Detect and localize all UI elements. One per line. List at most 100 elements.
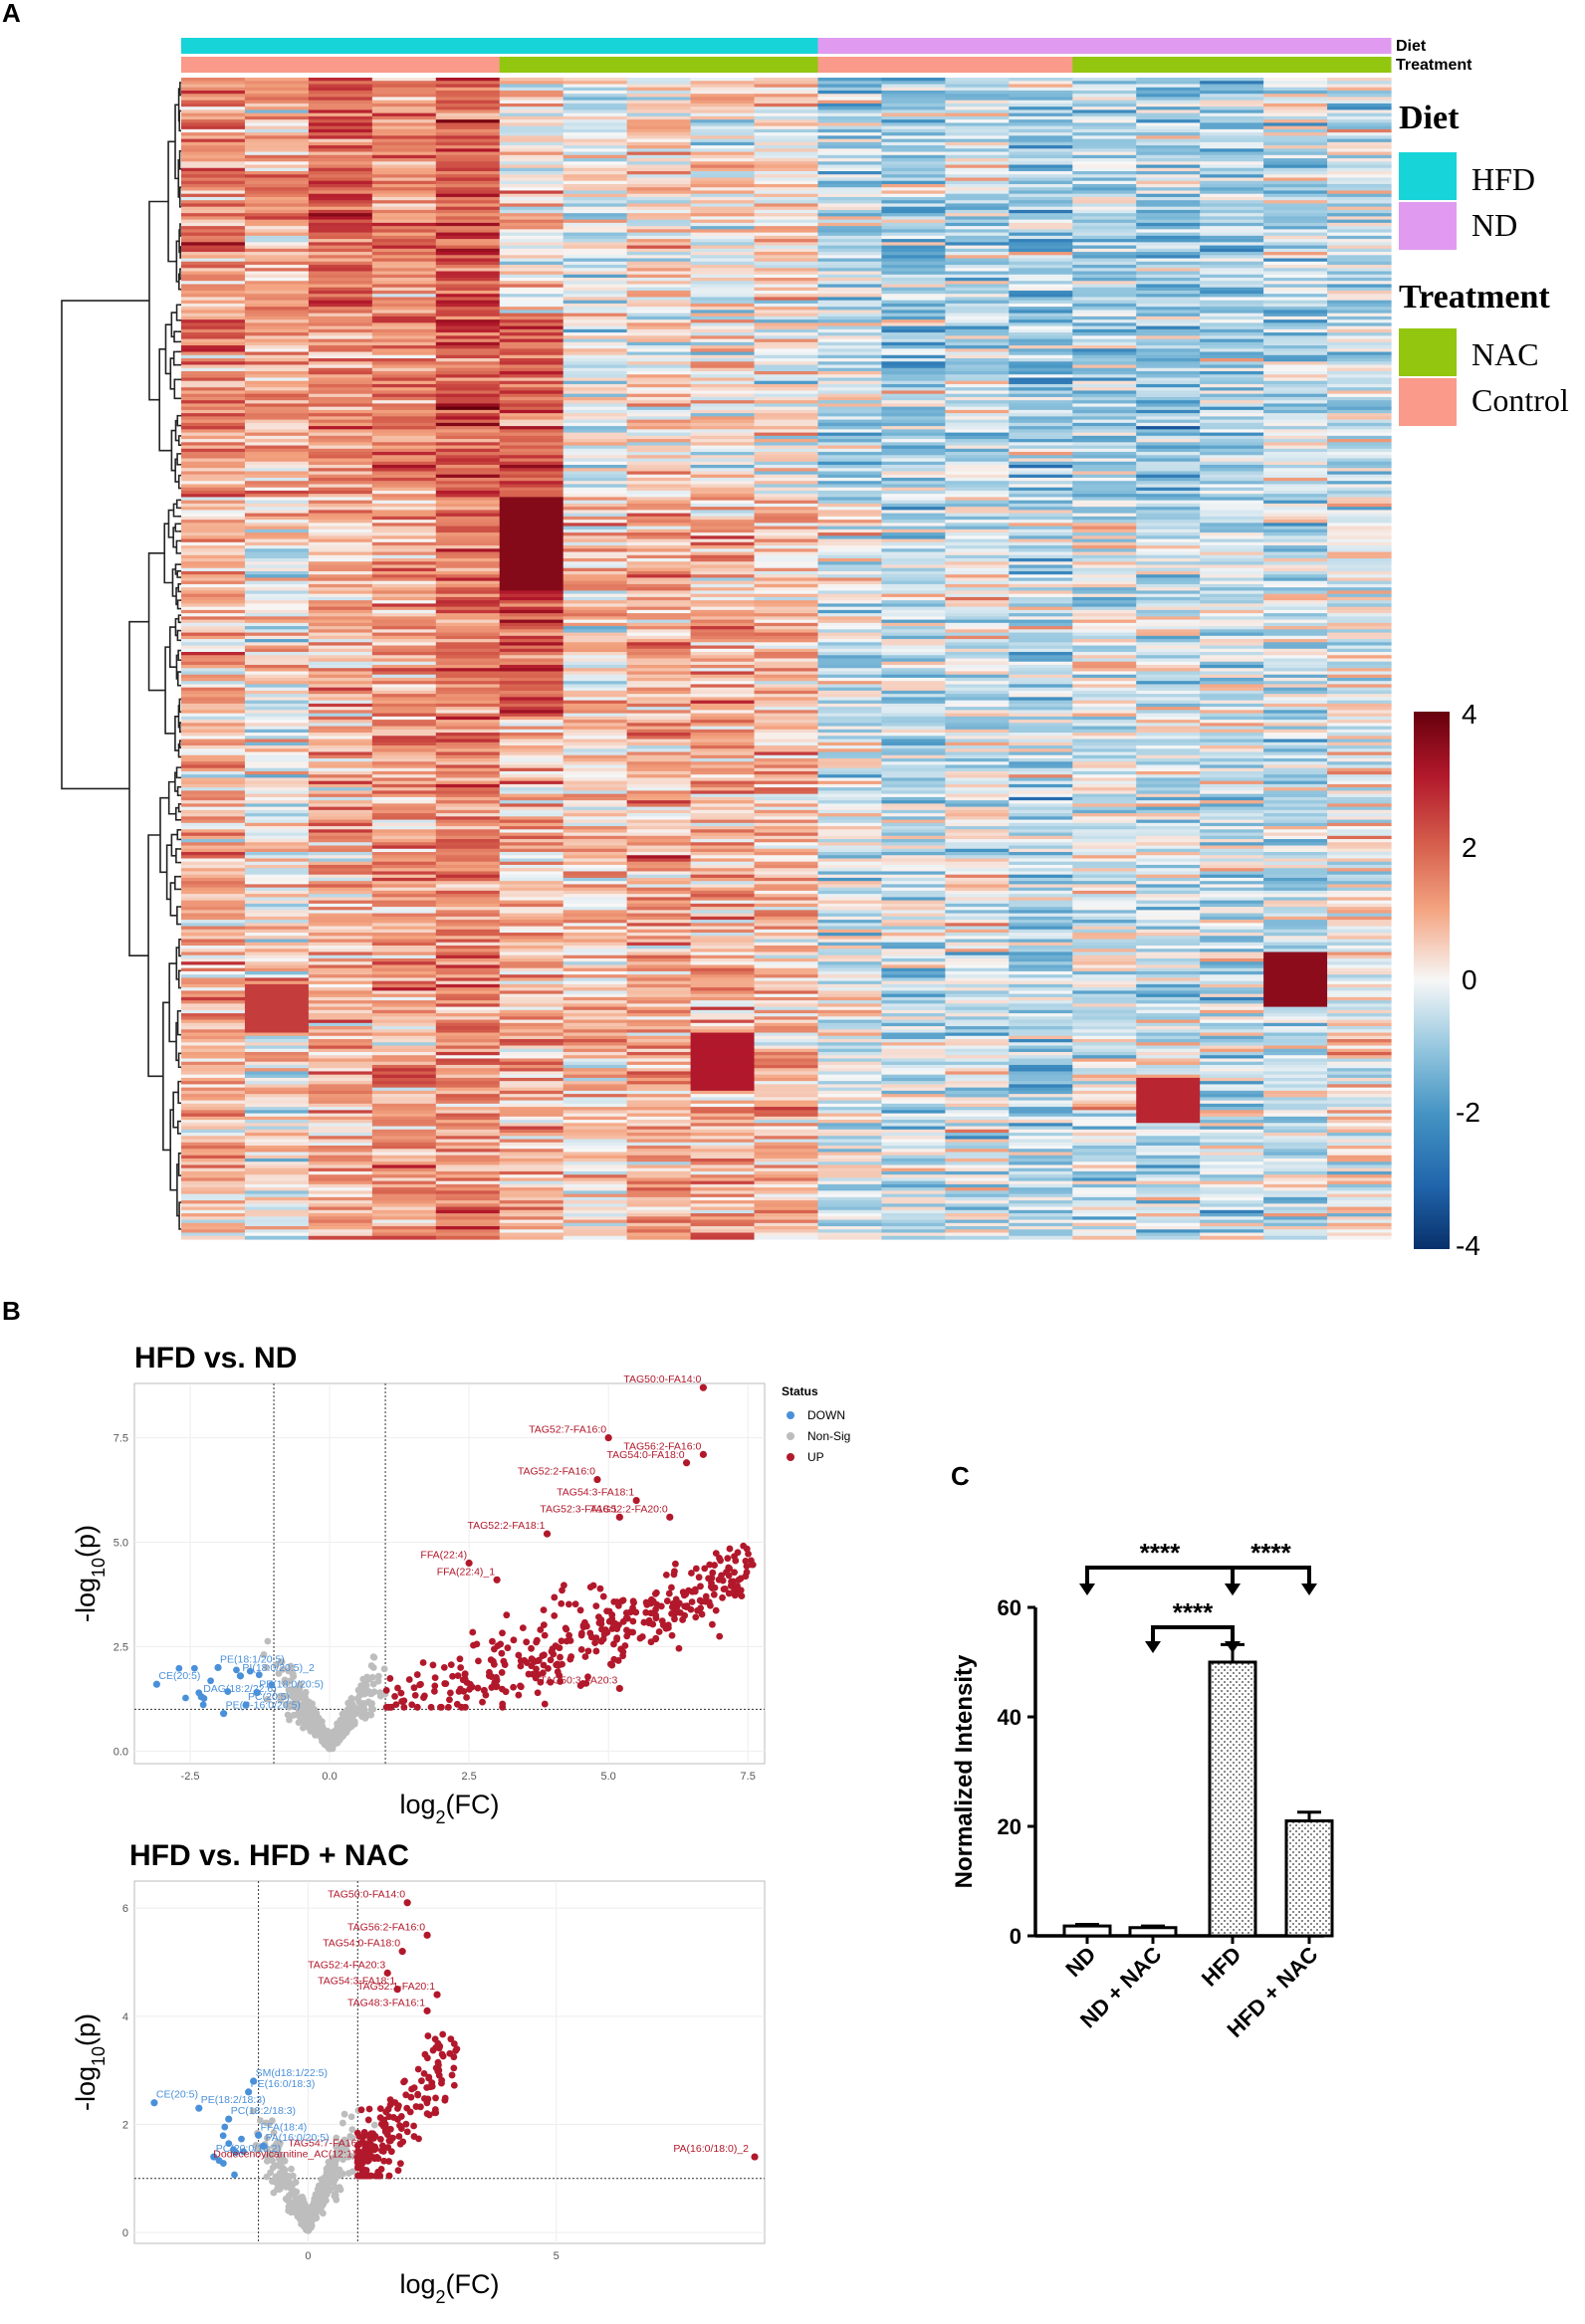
heatmap-cell <box>1263 242 1328 247</box>
heatmap-cell <box>435 171 501 175</box>
heatmap-cell <box>1072 745 1137 749</box>
heatmap-cell <box>945 707 1010 711</box>
heatmap-cell <box>1263 380 1328 385</box>
heatmap-cell <box>945 328 1010 333</box>
heatmap-cell <box>1263 281 1328 286</box>
heatmap-cell <box>626 235 692 240</box>
heatmap-cell <box>244 613 310 617</box>
heatmap-cell <box>1200 848 1264 853</box>
heatmap-cell <box>881 858 946 863</box>
heatmap-cell <box>626 287 692 292</box>
heatmap-cell <box>1327 200 1392 205</box>
heatmap-cell <box>881 167 946 172</box>
heatmap-cell <box>1327 600 1392 604</box>
heatmap-row <box>181 616 1392 621</box>
heatmap-cell <box>499 777 565 782</box>
heatmap-cell <box>690 587 756 592</box>
heatmap-cell <box>626 474 692 479</box>
heatmap-row <box>181 219 1392 224</box>
heatmap-cell <box>181 403 246 408</box>
heatmap-cell <box>690 700 756 705</box>
heatmap-cell <box>563 710 628 715</box>
heatmap-cell <box>1136 652 1201 656</box>
heatmap-cell <box>499 239 565 243</box>
heatmap-cell <box>1327 429 1392 434</box>
heatmap-cell <box>1263 874 1328 879</box>
heatmap-cell <box>1009 400 1073 405</box>
heatmap-cell <box>1200 583 1264 588</box>
heatmap-cell <box>1072 232 1137 237</box>
heatmap-cell <box>690 319 756 323</box>
heatmap-cell <box>626 148 692 153</box>
heatmap-cell <box>499 290 565 295</box>
heatmap-cell <box>881 487 946 492</box>
heatmap-cell <box>499 294 565 299</box>
heatmap-cell <box>1200 206 1264 211</box>
heatmap-cell <box>1200 177 1264 182</box>
heatmap-row <box>181 180 1392 185</box>
heatmap-cell <box>1263 806 1328 811</box>
heatmap-cell <box>1072 770 1137 775</box>
heatmap-cell <box>1200 396 1264 401</box>
heatmap-cell <box>881 583 946 588</box>
heatmap-cell <box>1072 332 1137 336</box>
heatmap-cell <box>690 458 756 463</box>
heatmap-cell <box>435 307 501 311</box>
heatmap-cell <box>626 380 692 385</box>
heatmap-cell <box>945 528 1010 533</box>
heatmap-cell <box>690 554 756 559</box>
heatmap-cell <box>371 358 437 362</box>
heatmap-cell <box>435 426 501 430</box>
heatmap-cell <box>1327 648 1392 653</box>
heatmap-cell <box>1327 729 1392 734</box>
heatmap-cell <box>1200 600 1264 604</box>
heatmap-cell <box>1009 684 1073 689</box>
heatmap-cell <box>1136 128 1201 133</box>
heatmap-cell <box>371 723 437 728</box>
heatmap-cell <box>181 558 246 562</box>
heatmap-cell <box>817 635 883 640</box>
heatmap-cell <box>1009 671 1073 676</box>
heatmap-cell <box>1136 81 1201 86</box>
heatmap-cell <box>1009 694 1073 698</box>
heatmap-cell <box>563 494 628 499</box>
heatmap-cell <box>1263 751 1328 756</box>
heatmap-cell <box>945 757 1010 762</box>
heatmap-cell <box>1263 429 1328 434</box>
heatmap-cell <box>308 526 373 530</box>
heatmap-row <box>181 874 1392 879</box>
heatmap-cell <box>690 84 756 89</box>
heatmap-cell <box>1136 596 1201 601</box>
heatmap-cell <box>945 335 1010 340</box>
heatmap-cell <box>499 664 565 669</box>
heatmap-cell <box>1072 358 1137 362</box>
heatmap-cell <box>499 596 565 601</box>
heatmap-cell <box>499 341 565 346</box>
heatmap-cell <box>181 554 246 559</box>
heatmap-cell <box>499 141 565 146</box>
heatmap-cell <box>1136 354 1201 359</box>
heatmap-cell <box>1327 652 1392 656</box>
heatmap-cell <box>563 219 628 224</box>
heatmap-cell <box>626 487 692 492</box>
heatmap-cell <box>754 658 819 663</box>
heatmap-cell <box>945 532 1010 536</box>
heatmap-cell <box>1136 538 1201 543</box>
heatmap-cell <box>1136 713 1201 718</box>
heatmap-cell <box>754 661 819 666</box>
heatmap-cell <box>1263 567 1328 572</box>
heatmap-cell <box>1327 574 1392 579</box>
heatmap-cell <box>626 367 692 372</box>
heatmap-cell <box>308 284 373 289</box>
heatmap-cell <box>181 780 246 785</box>
heatmap-cell <box>499 826 565 830</box>
heatmap-cell <box>371 115 437 120</box>
heatmap-cell <box>371 248 437 253</box>
heatmap-cell <box>1136 726 1201 731</box>
heatmap-cell <box>244 422 310 427</box>
heatmap-cell <box>1072 507 1137 511</box>
heatmap-cell <box>308 700 373 705</box>
heatmap-cell <box>1009 852 1073 856</box>
heatmap-cell <box>817 452 883 456</box>
heatmap-cell <box>1136 642 1201 647</box>
